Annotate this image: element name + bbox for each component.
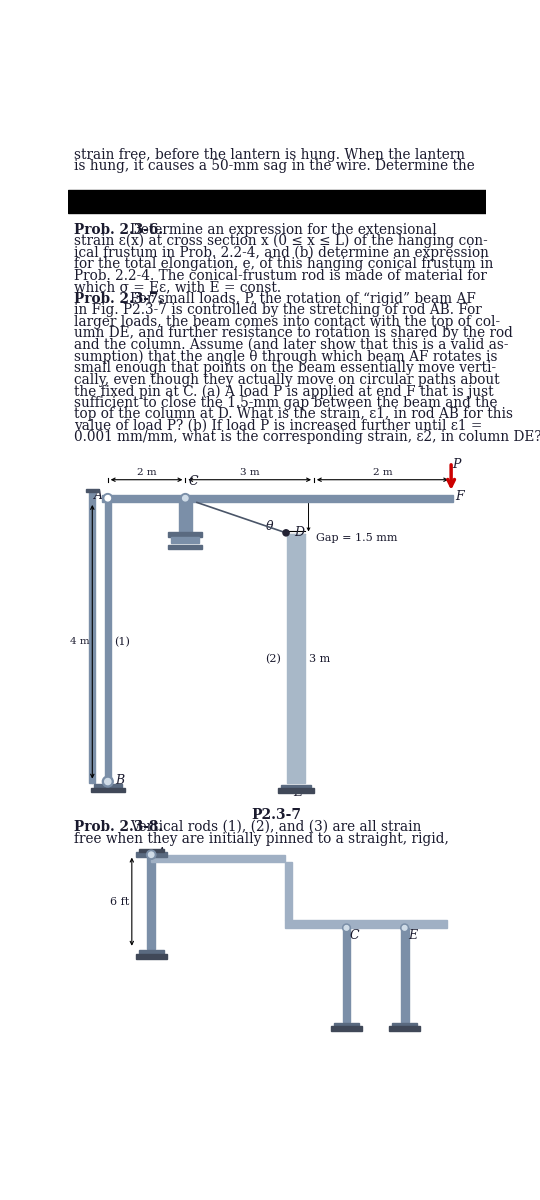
Text: ical frustum in Prob. 2.2-4, and (b) determine an expression: ical frustum in Prob. 2.2-4, and (b) det… xyxy=(73,246,489,260)
Text: for the total elongation, e, of this hanging conical frustum in: for the total elongation, e, of this han… xyxy=(73,257,493,271)
Text: the fixed pin at C. (a) A load P is applied at end F that is just: the fixed pin at C. (a) A load P is appl… xyxy=(73,384,494,398)
Text: P2.3-7: P2.3-7 xyxy=(252,808,302,822)
Text: is hung, it causes a 50-mm sag in the wire. Determine the: is hung, it causes a 50-mm sag in the wi… xyxy=(73,160,475,174)
Text: small enough that points on the beam essentially move verti-: small enough that points on the beam ess… xyxy=(73,361,496,376)
Text: umn DE, and further resistance to rotation is shared by the rod: umn DE, and further resistance to rotati… xyxy=(73,326,512,341)
Circle shape xyxy=(402,925,407,930)
Text: free when they are initially pinned to a straight, rigid,: free when they are initially pinned to a… xyxy=(73,832,449,846)
Text: E: E xyxy=(293,786,302,799)
Text: 3 m: 3 m xyxy=(309,654,330,664)
Text: C: C xyxy=(188,475,198,488)
Text: A: A xyxy=(157,847,166,859)
Circle shape xyxy=(283,529,289,536)
Text: Prob. 2.3-8.: Prob. 2.3-8. xyxy=(73,820,163,834)
Bar xyxy=(151,854,285,863)
Circle shape xyxy=(401,924,408,931)
Bar xyxy=(179,502,192,536)
Bar xyxy=(171,536,199,542)
Text: Determine an expression for the extensional: Determine an expression for the extensio… xyxy=(130,222,437,236)
Bar xyxy=(136,852,167,857)
Circle shape xyxy=(148,852,154,858)
Text: (1): (1) xyxy=(114,637,130,647)
Text: top of the column at D. What is the strain, ε1, in rod AB for this: top of the column at D. What is the stra… xyxy=(73,407,512,421)
Text: 6 ft: 6 ft xyxy=(110,896,130,907)
Text: θ: θ xyxy=(266,520,274,533)
Bar xyxy=(285,920,447,928)
Circle shape xyxy=(146,850,156,859)
Text: C: C xyxy=(349,929,359,942)
Circle shape xyxy=(342,924,350,931)
Text: B: B xyxy=(116,774,125,786)
Text: Prob. 2.3-7.: Prob. 2.3-7. xyxy=(73,292,163,306)
Text: 2 m: 2 m xyxy=(373,468,393,478)
Circle shape xyxy=(181,493,190,503)
Bar xyxy=(168,532,202,536)
Circle shape xyxy=(183,496,188,500)
Text: For small loads, P, the rotation of “rigid” beam AF: For small loads, P, the rotation of “rig… xyxy=(130,292,476,306)
Bar xyxy=(89,492,96,784)
Text: D: D xyxy=(295,527,305,539)
Bar xyxy=(334,1022,359,1026)
Bar xyxy=(331,1026,362,1031)
Text: strain free, before the lantern is hung. When the lantern: strain free, before the lantern is hung.… xyxy=(73,148,465,162)
Bar xyxy=(285,863,292,920)
Text: cally, even though they actually move on circular paths about: cally, even though they actually move on… xyxy=(73,373,500,386)
Bar xyxy=(94,784,122,787)
Bar xyxy=(147,854,155,949)
Bar xyxy=(281,785,311,788)
Text: which σ = Eε, with E = const.: which σ = Eε, with E = const. xyxy=(73,281,281,294)
Circle shape xyxy=(103,776,113,787)
Text: E: E xyxy=(408,929,417,942)
Bar xyxy=(287,534,306,784)
Bar xyxy=(168,545,202,550)
Bar xyxy=(389,1026,420,1031)
Bar xyxy=(91,787,125,792)
Circle shape xyxy=(105,496,111,500)
Bar xyxy=(392,1022,417,1026)
Text: strain ε(x) at cross section x (0 ≤ x ≤ L) of the hanging con-: strain ε(x) at cross section x (0 ≤ x ≤ … xyxy=(73,234,488,248)
Circle shape xyxy=(103,493,112,503)
Text: P: P xyxy=(453,458,461,472)
Bar xyxy=(68,190,486,214)
Text: F: F xyxy=(455,490,464,503)
Text: 0.001 mm/mm, what is the corresponding strain, ε2, in column DE?: 0.001 mm/mm, what is the corresponding s… xyxy=(73,431,540,444)
Text: sufficient to close the 1.5-mm gap between the beam and the: sufficient to close the 1.5-mm gap betwe… xyxy=(73,396,497,409)
Text: Prob. 2.2-4. The conical-frustum rod is made of material for: Prob. 2.2-4. The conical-frustum rod is … xyxy=(73,269,487,283)
Bar xyxy=(86,488,98,492)
Text: 2 m: 2 m xyxy=(137,468,157,478)
Text: value of load P? (b) If load P is increased further until ε1 =: value of load P? (b) If load P is increa… xyxy=(73,419,482,433)
Text: A: A xyxy=(94,488,103,502)
Bar xyxy=(105,502,111,781)
Circle shape xyxy=(344,925,349,930)
Text: (2): (2) xyxy=(265,654,281,664)
Text: Gap = 1.5 mm: Gap = 1.5 mm xyxy=(316,533,398,544)
Bar xyxy=(139,850,164,852)
Text: larger loads, the beam comes into contact with the top of col-: larger loads, the beam comes into contac… xyxy=(73,314,500,329)
Text: 4 m: 4 m xyxy=(70,637,90,647)
Text: Vertical rods (1), (2), and (3) are all strain: Vertical rods (1), (2), and (3) are all … xyxy=(130,820,422,834)
Text: 3 m: 3 m xyxy=(240,468,259,478)
Text: Prob. 2.3-6.: Prob. 2.3-6. xyxy=(73,222,163,236)
Circle shape xyxy=(105,779,111,785)
Bar xyxy=(278,788,314,793)
Text: and the column. Assume (and later show that this is a valid as-: and the column. Assume (and later show t… xyxy=(73,338,508,352)
Bar xyxy=(342,928,350,1022)
Bar xyxy=(401,928,408,1022)
Text: sumption) that the angle θ through which beam AF rotates is: sumption) that the angle θ through which… xyxy=(73,349,497,364)
Bar xyxy=(139,950,164,954)
Bar xyxy=(136,954,167,959)
Text: in Fig. P2.3-7 is controlled by the stretching of rod AB. For: in Fig. P2.3-7 is controlled by the stre… xyxy=(73,304,482,317)
Bar xyxy=(103,494,453,502)
